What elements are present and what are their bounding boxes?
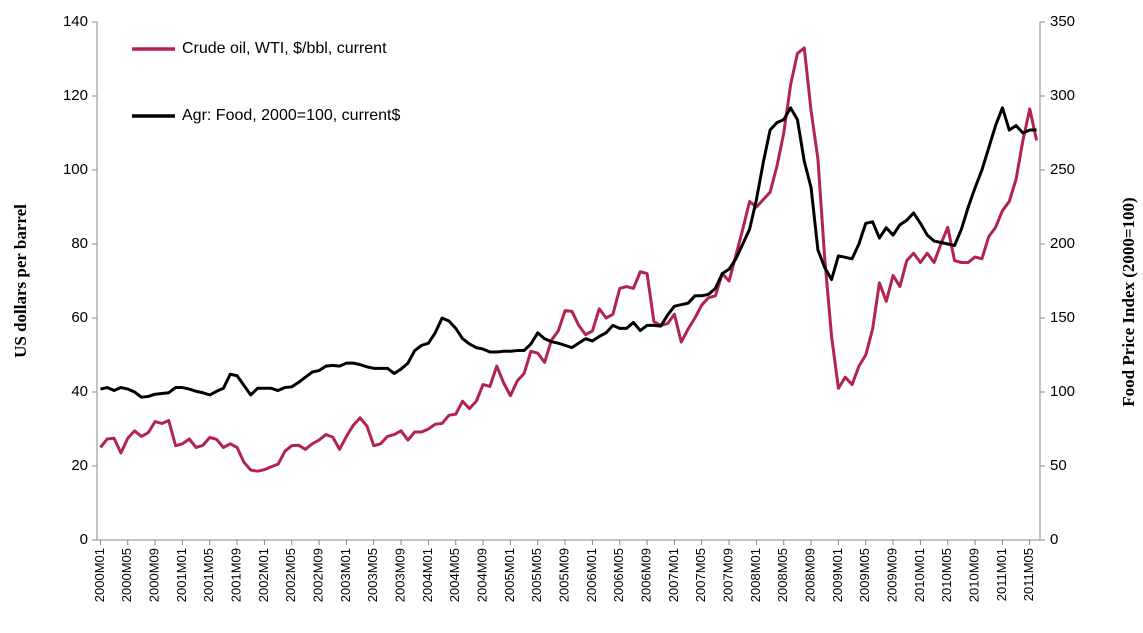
y2-tick-label: 300 — [1050, 87, 1075, 104]
x-tick-label: 2004M05 — [447, 548, 462, 602]
y2-tick-label: 250 — [1050, 161, 1075, 178]
x-tick-label: 2006M09 — [639, 548, 654, 602]
y2-tick-label: 150 — [1050, 309, 1075, 326]
y2-tick-label: 350 — [1050, 13, 1075, 30]
x-tick-label: 2000M01 — [92, 548, 107, 602]
x-tick-label: 2009M09 — [885, 548, 900, 602]
x-tick-label: 2002M09 — [311, 548, 326, 602]
x-tick-label: 2004M09 — [475, 548, 490, 602]
x-tick-label: 2005M05 — [529, 548, 544, 602]
legend-label: Crude oil, WTI, $/bbl, current — [182, 40, 387, 57]
y-tick-label: 60 — [71, 309, 88, 326]
x-tick-label: 2006M01 — [584, 548, 599, 602]
x-tick-label: 2010M01 — [912, 548, 927, 602]
x-tick-label: 2003M09 — [393, 548, 408, 602]
x-tick-label: 2001M09 — [229, 548, 244, 602]
x-tick-label: 2005M09 — [557, 548, 572, 602]
x-tick-label: 2004M01 — [420, 548, 435, 602]
x-tick-label: 2007M09 — [721, 548, 736, 602]
x-tick-label: 2009M05 — [857, 548, 872, 602]
y2-tick-label: 200 — [1050, 235, 1075, 252]
y-axis-label: US dollars per barrel — [11, 204, 30, 358]
x-tick-label: 2003M05 — [365, 548, 380, 602]
x-tick-label: 2011M05 — [1021, 548, 1036, 601]
x-tick-label: 2002M05 — [283, 548, 298, 602]
x-tick-label: 2007M01 — [666, 548, 681, 602]
x-tick-label: 2007M05 — [693, 548, 708, 602]
y2-axis-label: Food Price Index (2000=100) — [1119, 197, 1138, 406]
y-tick-label: 80 — [71, 235, 88, 252]
y-tick-label: 120 — [63, 87, 88, 104]
legend-label: Agr: Food, 2000=100, current$ — [182, 107, 400, 124]
x-tick-label: 2000M09 — [147, 548, 162, 602]
x-tick-label: 2009M01 — [830, 548, 845, 602]
y2-tick-label: 100 — [1050, 383, 1075, 400]
x-tick-label: 2008M01 — [748, 548, 763, 602]
series-line — [99, 46, 1039, 473]
x-tick-label: 2001M01 — [174, 548, 189, 602]
x-tick-label: 2001M05 — [201, 548, 216, 602]
x-tick-label: 2006M05 — [611, 548, 626, 602]
y-tick-label: 0 — [80, 531, 88, 548]
y-tick-label: 140 — [63, 13, 88, 30]
x-tick-label: 2003M01 — [338, 548, 353, 602]
x-tick-label: 2000M05 — [119, 548, 134, 602]
y-tick-label: 40 — [71, 383, 88, 400]
x-tick-label: 2010M09 — [967, 548, 982, 602]
y-tick-label: 100 — [63, 161, 88, 178]
x-tick-label: 2010M05 — [939, 548, 954, 602]
x-tick-label: 2008M09 — [803, 548, 818, 602]
x-tick-label: 2002M01 — [256, 548, 271, 602]
x-tick-label: 2005M01 — [502, 548, 517, 602]
y2-tick-label: 50 — [1050, 457, 1067, 474]
x-tick-label: 2011M01 — [994, 548, 1009, 601]
y-tick-label: 20 — [71, 457, 88, 474]
x-tick-label: 2008M05 — [775, 548, 790, 602]
y2-tick-label: 0 — [1050, 531, 1058, 548]
series-line — [100, 106, 1037, 399]
